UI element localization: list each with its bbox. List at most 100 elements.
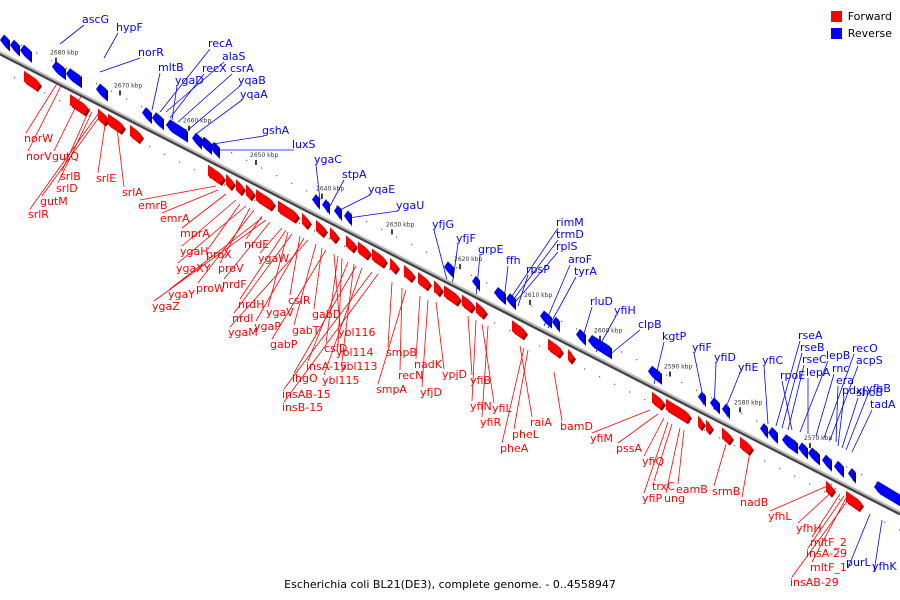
gene-label-hypf: hypF [116,21,143,34]
leader-line-pssa [617,413,659,444]
gene-label-srlr: srlR [28,208,49,221]
forward-gene-arrow [278,200,298,222]
leader-line-rpsp [517,274,529,307]
minor-tick [231,152,233,154]
gene-label-acps: acpS [856,354,883,367]
leader-line-csid [325,255,339,344]
leader-line-purl [847,513,871,569]
gene-label-stpa: stpA [342,168,367,181]
minor-tick [141,106,143,108]
gene-label-reca: recA [208,37,233,50]
reverse-gene-arrow [200,136,210,153]
gene-label-ygaw: ygaW [258,252,289,265]
gene-label-smpb: smpB [386,346,417,359]
leader-line-ygay [169,217,263,290]
gene-label-ybl114: ybl114 [336,346,374,359]
minor-tick [689,422,691,424]
gene-label-srlb: srlB [60,170,81,183]
reverse-gene-arrow [848,467,854,482]
leader-line-era [835,385,839,443]
reverse-swatch [830,28,842,39]
minor-tick [314,230,316,232]
leader-line-ygaz [153,219,267,302]
leader-line-norr [99,57,141,73]
minor-tick [164,153,166,155]
leader-line-tyra [547,276,577,329]
gene-label-csid: csiD [324,342,347,355]
gene-label-gabp: gabP [270,338,298,351]
leader-line-srld [57,111,93,184]
legend-forward-label: Forward [847,10,892,23]
leader-line-mltf-2 [811,493,841,538]
leader-line-lhgo [293,265,357,374]
minor-tick [299,222,301,224]
minor-tick [96,83,98,85]
leader-line-gutm [41,115,101,197]
leader-line-rpls [511,251,559,307]
minor-tick [539,345,541,347]
gene-label-reco: recO [852,342,878,355]
leader-line-mltb [151,72,161,111]
leader-line-yfim [591,409,651,434]
tick-label: 2620 kbp [454,256,482,263]
gene-label-prow: proW [196,282,225,295]
gene-label-emra: emrA [160,212,190,225]
minor-tick [426,251,428,253]
reverse-gene-arrow [312,193,318,209]
gene-label-phea: pheA [500,442,529,455]
forward-gene-arrow [24,70,40,90]
leader-line-phea [501,347,525,444]
leader-line-nrdi [233,233,293,314]
reverse-gene-arrow [782,434,796,453]
leader-line-alas [165,61,225,113]
reverse-gene-arrow [768,427,776,443]
gene-label-rpls: rplS [556,240,578,253]
reverse-gene-arrow [344,210,350,225]
leader-line-emra [161,189,219,214]
minor-tick [89,115,91,117]
reverse-gene-arrow [20,44,30,61]
gene-label-ung: ung [664,492,685,505]
gene-label-rseb: rseB [800,341,825,354]
minor-tick [351,213,353,215]
gene-label-nrdi: nrdI [232,312,254,325]
gene-label-yfib: yfiB [470,374,491,387]
gene-label-kgtp: kgtP [662,330,687,343]
minor-tick [366,221,368,223]
legend-reverse: Reverse [830,25,892,42]
forward-gene-arrow [70,94,88,115]
reverse-gene-arrow [576,328,584,344]
reverse-gene-arrow [334,205,340,220]
leader-line-srle [97,117,107,174]
reverse-gene-arrow [66,68,80,87]
reverse-gene-arrow [710,397,718,413]
forward-gene-arrow [208,164,224,184]
leader-line-ygau [347,210,399,219]
minor-tick [419,284,421,286]
reverse-gene-arrow [166,119,186,141]
leader-line-ygaxy [177,205,247,264]
leader-line-srlb [61,107,91,172]
gene-label-grpe: grpE [478,243,503,256]
leader-line-rsea [775,340,801,427]
gene-label-pssa: pssA [616,442,642,455]
axis-shadow [0,52,900,516]
gene-label-insab-15: insAB-15 [282,388,331,401]
reverse-gene-arrow [552,316,558,331]
tick-label: 2610 kbp [524,292,552,299]
gene-label-yqab: yqaB [238,74,266,87]
leader-line-insb-15 [283,273,379,403]
reverse-gene-arrow [822,454,830,470]
minor-tick [734,445,736,447]
minor-tick [276,175,278,177]
minor-tick [764,460,766,462]
leader-line-ygam [229,239,309,328]
tick-label: 2580 kbp [734,399,762,406]
forward-swatch [830,11,842,22]
tick-label: 2600 kbp [594,328,622,335]
minor-tick [756,420,758,422]
gene-label-mltf-1: mltF_1 [810,561,847,574]
gene-label-ascg: ascG [82,13,109,26]
forward-gene-arrow [722,427,732,444]
gene-label-mpra: mprA [180,227,210,240]
